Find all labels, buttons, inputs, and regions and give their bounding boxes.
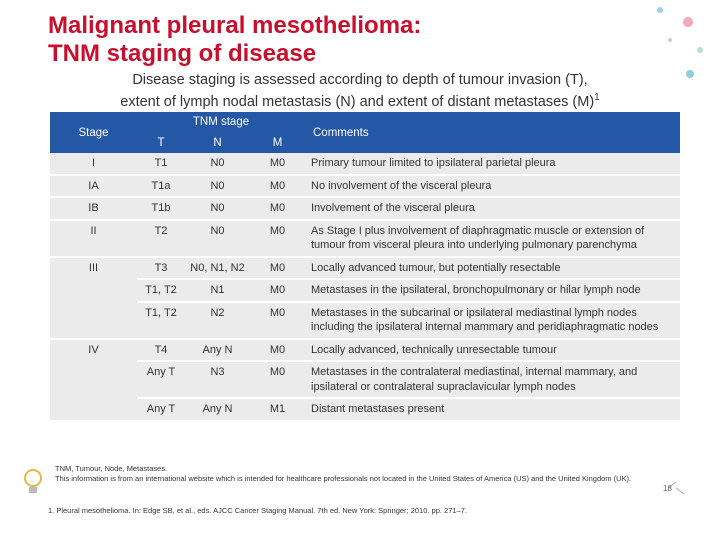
n-cell: N1 [185, 279, 250, 303]
comments-cell: Locally advanced tumour, but potentially… [305, 256, 680, 280]
stage-cell: I [50, 153, 137, 176]
stage-cell: II [50, 219, 137, 258]
stage-cell: IA [50, 174, 137, 198]
subtitle-line: Disease staging is assessed according to… [132, 72, 588, 88]
table-row: II T2 N0 M0 As Stage I plus involvement of d… [50, 219, 680, 258]
m-cell: M0 [250, 338, 305, 362]
comments-cell: Metastases in the ipsilateral, bronchopu… [305, 279, 680, 303]
note: This information is from an internationa… [55, 474, 632, 483]
t-cell: Any T [137, 361, 185, 399]
reference: 1. Pleural mesothelioma. In: Edge SB, et… [48, 506, 467, 515]
m-cell: M0 [250, 279, 305, 303]
note: TNM, Tumour, Node, Metastases. [55, 464, 168, 473]
stage-cell: IB [50, 197, 137, 221]
m-cell: M0 [250, 301, 305, 340]
header-cell: T [137, 132, 185, 153]
m-cell: M0 [250, 153, 305, 176]
m-cell: M0 [250, 197, 305, 221]
table-row: Any T N3 M0 Metastases in the contralateral… [50, 361, 680, 399]
table-row: III T3 N0, N1, N2 M0 Locally advanced tumour… [50, 256, 680, 340]
table-row: IA T1a N0 M0 No involvement of the visceral … [50, 174, 680, 198]
comments-cell: No involvement of the visceral pleura [305, 174, 680, 198]
header-cell: Stage [50, 112, 137, 153]
comments-cell: As Stage I plus involvement of diaphragm… [305, 219, 680, 258]
comments-cell: Metastases in the contralateral mediasti… [305, 361, 680, 399]
n-cell: N0 [185, 153, 250, 176]
header-cell: Comments [305, 112, 680, 153]
header-cell: TNM stage [137, 112, 305, 132]
m-cell: M0 [250, 361, 305, 399]
n-cell: N2 [185, 301, 250, 340]
n-cell: Any N [185, 338, 250, 362]
table-row: Any T Any N M1 Distant metastases present [50, 398, 680, 422]
t-cell: T2 [137, 219, 185, 258]
comments-cell: Involvement of the visceral pleura [305, 197, 680, 221]
comments-cell: Metastases in the subcarinal or ipsilate… [305, 301, 680, 340]
m-cell: M1 [250, 398, 305, 422]
n-cell: N0 [185, 197, 250, 221]
n-cell: N3 [185, 361, 250, 399]
n-cell: N0, N1, N2 [185, 256, 250, 280]
notes: TNM, Tumour, Node, Metastases. This infor… [55, 464, 635, 484]
subtitle-line: extent of lymph nodal metastasis (N) and… [60, 89, 660, 111]
n-cell: N0 [185, 174, 250, 198]
comments-cell: Distant metastases present [305, 398, 680, 422]
m-cell: M0 [250, 219, 305, 258]
header-cell: N [185, 132, 250, 153]
comments-cell: Locally advanced, technically unresectab… [305, 338, 680, 362]
m-cell: M0 [250, 174, 305, 198]
t-cell: T1, T2 [137, 301, 185, 340]
t-cell: T1a [137, 174, 185, 198]
t-cell: T1b [137, 197, 185, 221]
stage-cell: IV [50, 338, 137, 422]
subtitle-text: extent of lymph nodal metastasis (N) and… [120, 93, 595, 110]
table-body: I T1 N0 M0 Primary tumour limited to ipsilat… [50, 153, 680, 422]
table-row: IB T1b N0 M0 Involvement of the visceral ple… [50, 197, 680, 221]
table-row: T1, T2 N2 M0 Metastases in the subcarinal o… [50, 301, 680, 340]
n-cell: N0 [185, 219, 250, 258]
t-cell: T4 [137, 338, 185, 362]
t-cell: T1 [137, 153, 185, 176]
m-cell: M0 [250, 256, 305, 280]
t-cell: T1, T2 [137, 279, 185, 303]
header-cell: M [250, 132, 305, 153]
comments-cell: Primary tumour limited to ipsilateral pa… [305, 153, 680, 176]
superscript: 1 [594, 92, 600, 103]
title: Malignant pleural mesothelioma: TNM stagi… [48, 12, 421, 68]
table-row: T1, T2 N1 M0 Metastases in the ipsilateral,… [50, 279, 680, 303]
stage-cell: III [50, 256, 137, 340]
table-row: I T1 N0 M0 Primary tumour limited to ipsilat… [50, 153, 680, 176]
table-row: IV T4 Any N M0 Locally advanced, technically… [50, 338, 680, 422]
page-number: 18 [663, 484, 672, 493]
title-line: Malignant pleural mesothelioma: [48, 12, 422, 39]
t-cell: Any T [137, 398, 185, 422]
t-cell: T3 [137, 256, 185, 280]
title-line: TNM staging of disease [48, 40, 317, 67]
n-cell: Any N [185, 398, 250, 422]
subtitle: Disease staging is assessed according to… [60, 71, 660, 111]
